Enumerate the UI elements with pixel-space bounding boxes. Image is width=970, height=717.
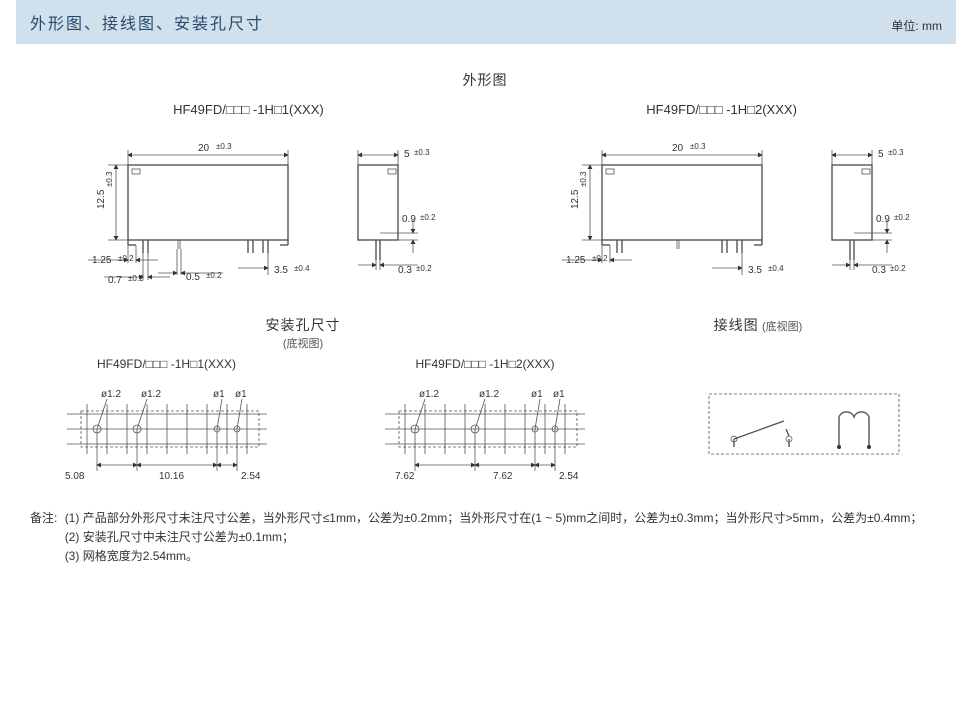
svg-text:0.3: 0.3 [872,265,886,276]
wiring-diagram [667,357,940,469]
note-1: (1) 产品部分外形尺寸未注尺寸公差，当外形尺寸≤1mm，公差为±0.2mm；当… [65,509,923,528]
outline-variant-1: HF49FD/□□□ -1H□1(XXX) [30,102,467,295]
header-bar: 外形图、接线图、安装孔尺寸 单位: mm [16,0,956,44]
svg-text:2.54: 2.54 [241,471,261,482]
note-2: (2) 安装孔尺寸中未注尺寸公差为±0.1mm； [65,528,923,547]
svg-text:5: 5 [404,149,410,160]
mount-title: 安装孔尺寸 [266,317,341,333]
variant-1-label: HF49FD/□□□ -1H□1(XXX) [173,102,324,117]
notes-prefix: 备注: [30,509,57,528]
svg-text:±0.2: ±0.2 [592,254,608,263]
svg-text:ø1.2: ø1.2 [479,389,499,400]
outline-section-title: 外形图 [30,70,940,90]
svg-text:0.5: 0.5 [186,272,200,283]
mount-2-label: HF49FD/□□□ -1H□2(XXX) [415,357,554,371]
mount-variant-1: HF49FD/□□□ -1H□1(XXX) [30,357,303,489]
outline-drawing-2: 20 ±0.3 12.5 ±0.3 1.25 ±0.2 3.5 ±0.4 [532,125,912,295]
svg-text:1.25: 1.25 [92,255,112,266]
svg-text:±0.3: ±0.3 [690,142,706,151]
variant-2-label: HF49FD/□□□ -1H□2(XXX) [646,102,797,117]
svg-text:ø1.2: ø1.2 [101,389,121,400]
header-title: 外形图、接线图、安装孔尺寸 [30,10,264,34]
svg-text:0.3: 0.3 [398,265,412,276]
svg-text:±0.3: ±0.3 [414,148,430,157]
svg-text:±0.2: ±0.2 [416,264,432,273]
mid-section-titles: 安装孔尺寸 (底视图) 接线图 (底视图) [30,315,940,351]
svg-text:±0.2: ±0.2 [894,213,910,222]
svg-text:±0.2: ±0.2 [890,264,906,273]
bottom-row: HF49FD/□□□ -1H□1(XXX) [30,357,940,489]
svg-text:±0.2: ±0.2 [118,254,134,263]
mount-drawing-1: ø1.2 ø1.2 ø1 ø1 5.08 10.16 [37,379,297,489]
svg-text:12.5: 12.5 [570,189,581,209]
wiring-title: 接线图 [714,317,759,333]
svg-text:ø1: ø1 [235,389,247,400]
svg-text:±0.4: ±0.4 [768,264,784,273]
svg-text:0.9: 0.9 [402,214,416,225]
svg-text:±0.3: ±0.3 [105,171,114,187]
svg-text:ø1: ø1 [213,389,225,400]
svg-text:3.5: 3.5 [274,265,288,276]
svg-text:±0.3: ±0.3 [579,171,588,187]
svg-text:ø1: ø1 [553,389,565,400]
svg-text:±0.3: ±0.3 [216,142,232,151]
mount-subtitle: (底视图) [283,338,323,350]
svg-text:5: 5 [878,149,884,160]
svg-text:5.08: 5.08 [65,471,85,482]
svg-text:3.5: 3.5 [748,265,762,276]
footnotes: 备注: (1) 产品部分外形尺寸未注尺寸公差，当外形尺寸≤1mm，公差为±0.2… [0,499,970,587]
svg-text:±0.2: ±0.2 [128,274,144,283]
svg-text:10.16: 10.16 [159,471,184,482]
svg-text:7.62: 7.62 [493,471,513,482]
mount-drawing-2: ø1.2 ø1.2 ø1 ø1 7.62 7.62 2.54 [355,379,615,489]
svg-text:1.25: 1.25 [566,255,586,266]
svg-text:±0.2: ±0.2 [206,271,222,280]
wiring-subtitle: (底视图) [762,321,802,333]
svg-text:ø1.2: ø1.2 [141,389,161,400]
mount-1-label: HF49FD/□□□ -1H□1(XXX) [97,357,236,371]
svg-text:0.9: 0.9 [876,214,890,225]
svg-text:ø1.2: ø1.2 [419,389,439,400]
svg-text:±0.3: ±0.3 [888,148,904,157]
svg-text:±0.2: ±0.2 [420,213,436,222]
wiring-drawing [694,379,914,469]
header-unit: 单位: mm [891,17,942,34]
svg-text:±0.4: ±0.4 [294,264,310,273]
svg-text:12.5: 12.5 [96,189,107,209]
svg-text:7.62: 7.62 [395,471,415,482]
mount-variant-2: HF49FD/□□□ -1H□2(XXX) [349,357,622,489]
svg-text:20: 20 [672,143,684,154]
outline-drawing-1: 20 ±0.3 12.5 ±0.3 1.25 ±0.2 [58,125,438,295]
outline-variant-2: HF49FD/□□□ -1H□2(XXX) [503,102,940,295]
outline-row: HF49FD/□□□ -1H□1(XXX) [30,102,940,295]
svg-text:ø1: ø1 [531,389,543,400]
svg-text:2.54: 2.54 [559,471,579,482]
svg-text:20: 20 [198,143,210,154]
note-3: (3) 网格宽度为2.54mm。 [65,547,923,566]
